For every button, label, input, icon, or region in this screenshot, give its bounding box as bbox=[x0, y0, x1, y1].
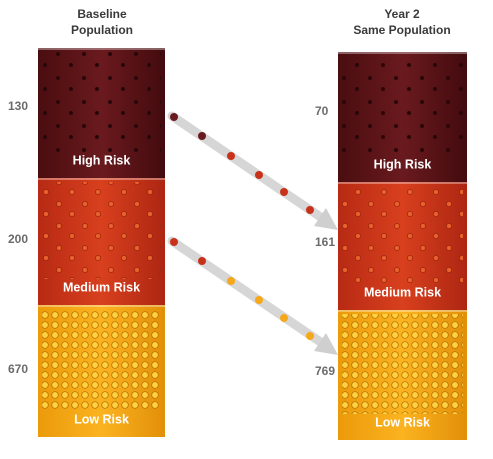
arrow-medium bbox=[167, 236, 338, 355]
segment-count: 769 bbox=[315, 364, 335, 378]
segment-label: High Risk bbox=[73, 153, 131, 167]
segment-dots bbox=[342, 314, 463, 414]
column: Baseline Population High Risk 130 Medium Ris… bbox=[8, 7, 165, 437]
arrows bbox=[167, 111, 338, 355]
risk-segment: Low Risk 670 bbox=[8, 305, 165, 437]
risk-segment: High Risk 130 bbox=[8, 48, 165, 178]
segment-count: 70 bbox=[315, 104, 329, 118]
column: Year 2 Same Population High Risk 70 Medium R… bbox=[315, 7, 467, 440]
risk-segment: Low Risk 769 bbox=[315, 310, 467, 440]
segment-dots bbox=[42, 52, 161, 152]
risk-segment: Medium Risk 161 bbox=[315, 182, 467, 310]
risk-segment: Medium Risk 200 bbox=[8, 178, 165, 305]
segment-count: 200 bbox=[8, 232, 28, 246]
column-title: Year 2 bbox=[384, 7, 420, 21]
column-title: Baseline bbox=[77, 7, 127, 21]
segment-edge bbox=[38, 178, 165, 180]
segment-label: Low Risk bbox=[375, 415, 430, 429]
segment-count: 670 bbox=[8, 362, 28, 376]
segment-dots bbox=[42, 182, 161, 279]
segment-count: 161 bbox=[315, 235, 335, 249]
segment-edge bbox=[38, 305, 165, 307]
segment-edge bbox=[38, 48, 165, 50]
column-title: Population bbox=[71, 23, 133, 37]
segment-label: Medium Risk bbox=[63, 280, 140, 294]
segment-label: High Risk bbox=[374, 157, 432, 171]
risk-segment: High Risk 70 bbox=[315, 52, 467, 182]
segment-dots bbox=[42, 309, 161, 411]
segment-label: Low Risk bbox=[74, 412, 129, 426]
segment-edge bbox=[338, 52, 467, 54]
segment-edge bbox=[338, 182, 467, 184]
segment-dots bbox=[342, 56, 463, 156]
segment-edge bbox=[338, 310, 467, 312]
arrow-high bbox=[167, 111, 338, 230]
column-title: Same Population bbox=[353, 23, 450, 37]
segment-count: 130 bbox=[8, 99, 28, 113]
segment-dots bbox=[342, 186, 463, 284]
segment-label: Medium Risk bbox=[364, 285, 441, 299]
